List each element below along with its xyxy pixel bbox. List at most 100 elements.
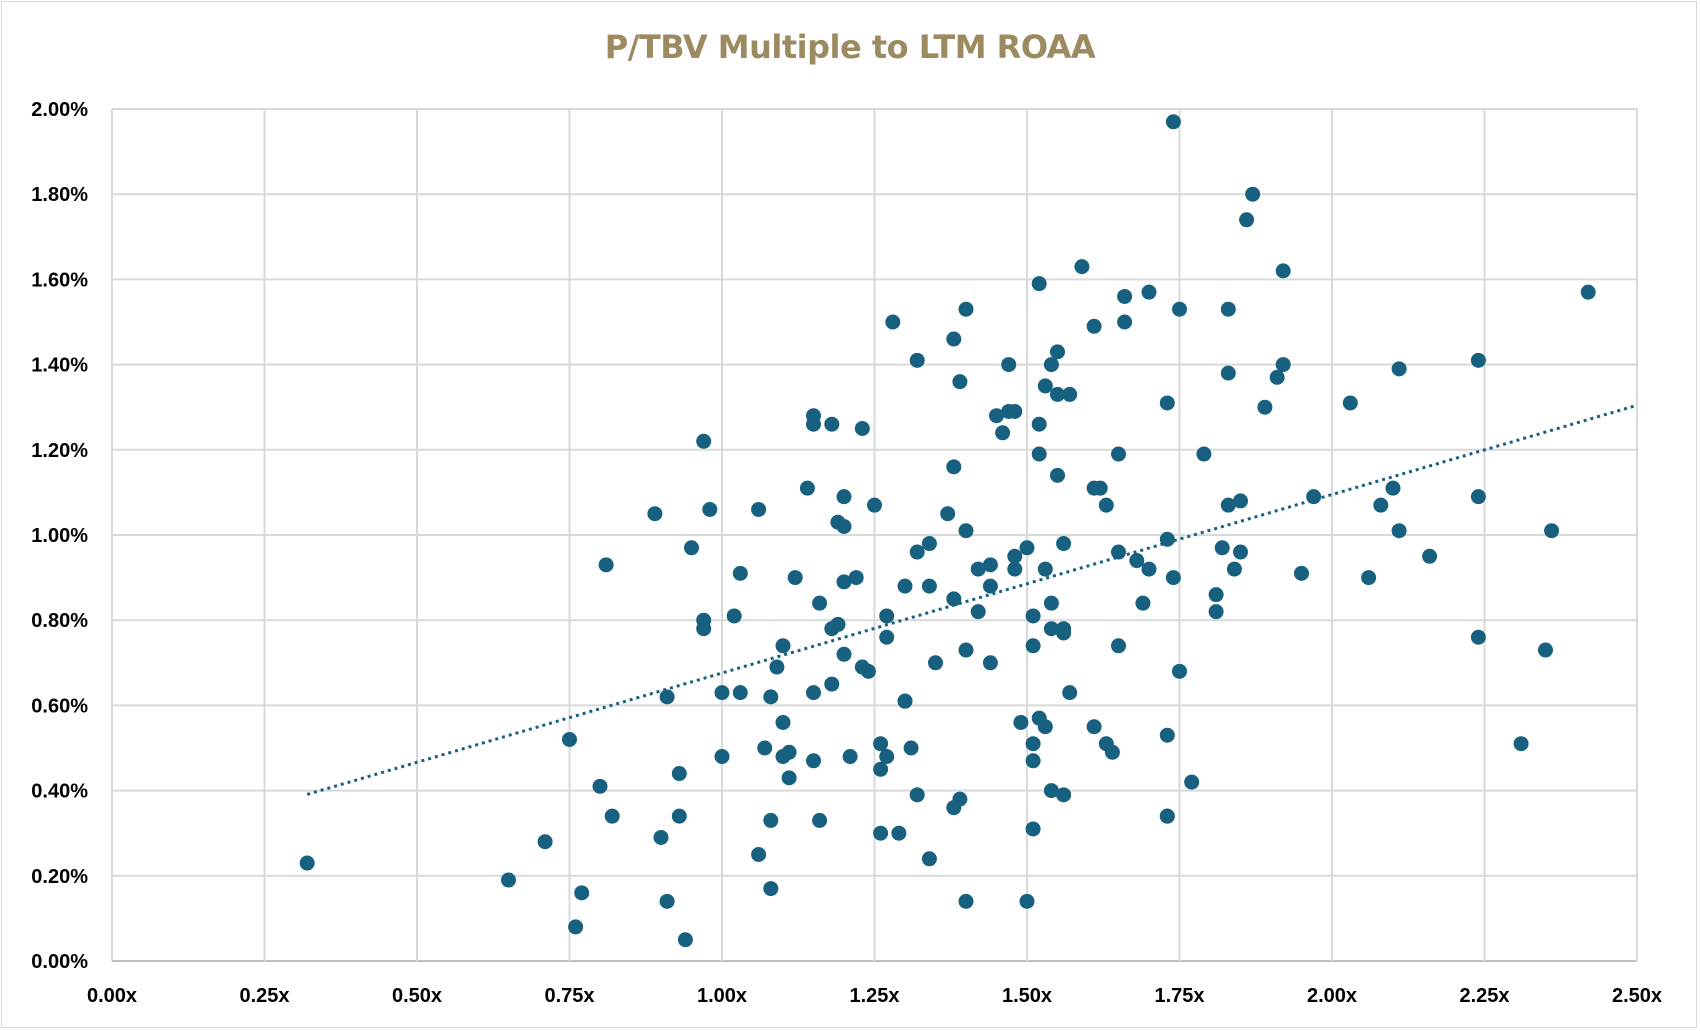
data-point xyxy=(732,685,748,701)
data-point xyxy=(921,536,937,552)
data-point xyxy=(1159,395,1175,411)
data-point xyxy=(1226,561,1242,577)
data-point xyxy=(836,646,852,662)
data-point xyxy=(763,881,779,897)
data-point xyxy=(1037,561,1053,577)
data-point xyxy=(1257,399,1273,415)
data-point xyxy=(1538,642,1553,658)
data-point xyxy=(1220,365,1236,381)
data-point xyxy=(1043,783,1059,799)
data-point xyxy=(830,616,846,632)
data-point xyxy=(1172,301,1187,317)
data-point xyxy=(1031,416,1047,432)
x-tick-label: 2.50x xyxy=(1612,985,1662,1007)
data-point xyxy=(1159,808,1175,824)
data-point xyxy=(806,408,821,424)
data-point xyxy=(879,749,895,765)
data-point xyxy=(714,685,730,701)
data-point xyxy=(1025,821,1041,837)
y-tick-label: 0.40% xyxy=(31,781,88,803)
data-point xyxy=(1001,357,1017,373)
data-point xyxy=(958,523,974,539)
data-point xyxy=(1019,893,1035,909)
data-point xyxy=(671,808,687,824)
data-point xyxy=(1422,548,1438,564)
data-point xyxy=(885,314,901,330)
data-point xyxy=(1025,638,1041,654)
data-point xyxy=(891,825,907,841)
y-tick-label: 1.20% xyxy=(31,440,88,462)
data-point xyxy=(873,761,889,777)
data-point xyxy=(1172,663,1187,679)
data-point xyxy=(775,638,791,654)
data-point xyxy=(946,331,962,347)
data-point xyxy=(1184,774,1200,790)
data-point xyxy=(751,847,767,862)
data-point xyxy=(854,421,870,436)
data-point xyxy=(1214,540,1230,556)
data-point xyxy=(671,766,687,782)
data-point xyxy=(1043,357,1059,373)
data-point xyxy=(1159,531,1175,547)
data-point xyxy=(1050,467,1065,483)
data-point xyxy=(903,740,919,756)
data-point xyxy=(1220,301,1236,317)
data-point xyxy=(995,425,1011,441)
data-point xyxy=(1159,727,1175,743)
data-point xyxy=(537,834,553,850)
data-point xyxy=(824,676,840,692)
data-point xyxy=(1050,386,1065,402)
data-point xyxy=(1092,480,1108,496)
x-tick-label: 0.25x xyxy=(239,985,289,1007)
data-point xyxy=(1135,595,1151,611)
data-point xyxy=(946,459,962,475)
data-point xyxy=(1019,540,1035,556)
data-point xyxy=(1031,276,1047,292)
data-point xyxy=(879,629,895,645)
y-tick-label: 2.00% xyxy=(31,99,88,121)
data-point xyxy=(677,932,693,948)
data-point xyxy=(1342,395,1358,411)
data-point xyxy=(769,659,785,675)
y-tick-label: 1.00% xyxy=(31,525,88,547)
data-point xyxy=(501,872,516,888)
chart-title: P/TBV Multiple to LTM ROAA xyxy=(604,28,1096,66)
data-point xyxy=(1239,212,1255,228)
data-point xyxy=(1025,608,1041,624)
data-point xyxy=(806,685,821,701)
data-point xyxy=(1373,497,1389,513)
data-point xyxy=(1233,493,1248,509)
data-point xyxy=(757,740,773,756)
data-point xyxy=(1037,719,1053,735)
data-point xyxy=(702,501,718,517)
data-point xyxy=(1294,565,1309,581)
data-point xyxy=(1580,284,1596,300)
data-point xyxy=(970,561,986,577)
data-point xyxy=(909,787,925,803)
data-point xyxy=(1074,259,1090,275)
data-point xyxy=(1513,736,1529,752)
data-point xyxy=(824,416,840,432)
data-point xyxy=(1245,186,1261,202)
data-point xyxy=(1544,523,1560,539)
data-point xyxy=(781,744,797,760)
data-point xyxy=(1470,489,1486,505)
data-point xyxy=(1086,318,1102,334)
data-point xyxy=(1056,536,1072,552)
data-point xyxy=(1196,446,1212,462)
x-tick-label: 0.00x xyxy=(87,985,137,1007)
data-point xyxy=(1165,114,1181,130)
data-point xyxy=(592,778,608,794)
data-point xyxy=(1275,263,1291,279)
data-point xyxy=(897,693,913,709)
data-point xyxy=(909,352,925,368)
data-point xyxy=(873,736,889,752)
x-tick-label: 0.50x xyxy=(392,985,442,1007)
data-point xyxy=(952,791,968,807)
data-point xyxy=(958,893,974,909)
data-point xyxy=(848,570,864,586)
data-point xyxy=(946,591,962,607)
data-point xyxy=(952,374,968,390)
data-point xyxy=(1391,523,1407,539)
